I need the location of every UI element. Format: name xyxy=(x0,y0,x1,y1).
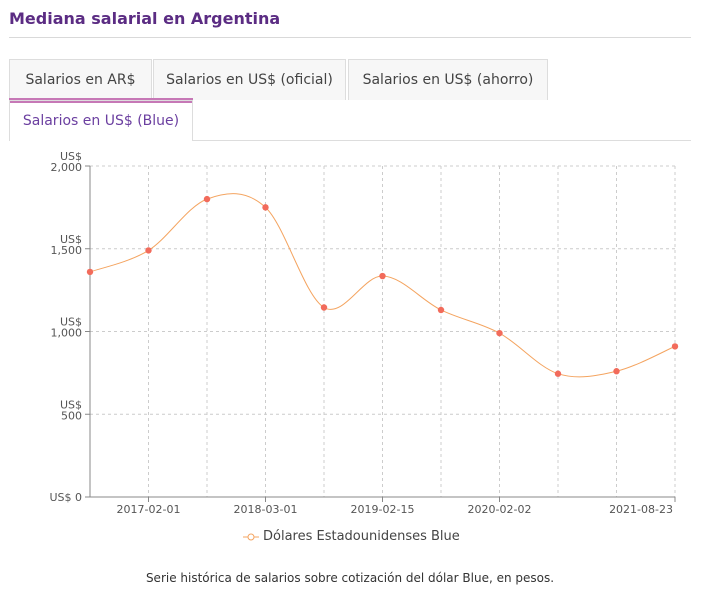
chart-caption: Serie histórica de salarios sobre cotiza… xyxy=(145,571,555,585)
tab-usd-oficial[interactable]: Salarios en US$ (oficial) xyxy=(153,59,346,100)
data-point xyxy=(671,343,679,350)
y-tick-label: US$ 0 xyxy=(49,491,82,504)
x-tick-label: 2019-02-15 xyxy=(351,503,415,516)
chart-legend[interactable]: Dólares Estadounidenses Blue xyxy=(243,529,460,544)
title-divider xyxy=(9,37,691,38)
data-point xyxy=(379,272,386,280)
x-tick-label: 2020-02-02 xyxy=(468,503,532,516)
tab-ars[interactable]: Salarios en AR$ xyxy=(9,59,152,100)
tab-usd-ahorro[interactable]: Salarios en US$ (ahorro) xyxy=(348,59,548,100)
data-point xyxy=(437,306,445,314)
tab-usd-blue[interactable]: Salarios en US$ (Blue) xyxy=(9,100,193,141)
tab-row-separator xyxy=(9,98,193,100)
data-point xyxy=(496,329,503,337)
legend-line-marker-icon xyxy=(243,533,259,540)
data-point xyxy=(262,204,269,211)
salary-line-chart: US$ 0 US$ 500 US$ 1,000 US$ 1,500 US$ 2,000 2017-… xyxy=(49,150,679,516)
x-tick-label: 2017-02-01 xyxy=(117,503,181,516)
x-tick-label: 2021-08-23 xyxy=(609,503,673,516)
data-point xyxy=(145,247,152,254)
y-tick-label: US$ 500 xyxy=(60,398,82,422)
data-point xyxy=(613,368,620,375)
legend-label: Dólares Estadounidenses Blue xyxy=(263,529,460,544)
tabs-baseline xyxy=(193,140,691,141)
page-title: Mediana salarial en Argentina xyxy=(9,9,281,28)
data-point xyxy=(554,370,562,377)
x-tick-label: 2018-03-01 xyxy=(234,503,298,516)
data-point xyxy=(86,268,94,276)
series-line xyxy=(89,193,676,378)
y-tick-label: US$ 1,000 xyxy=(51,316,83,340)
y-tick-label: US$ 2,000 xyxy=(51,150,83,174)
y-tick-label: US$ 1,500 xyxy=(51,233,83,257)
data-point xyxy=(203,195,211,203)
data-point xyxy=(320,304,328,311)
